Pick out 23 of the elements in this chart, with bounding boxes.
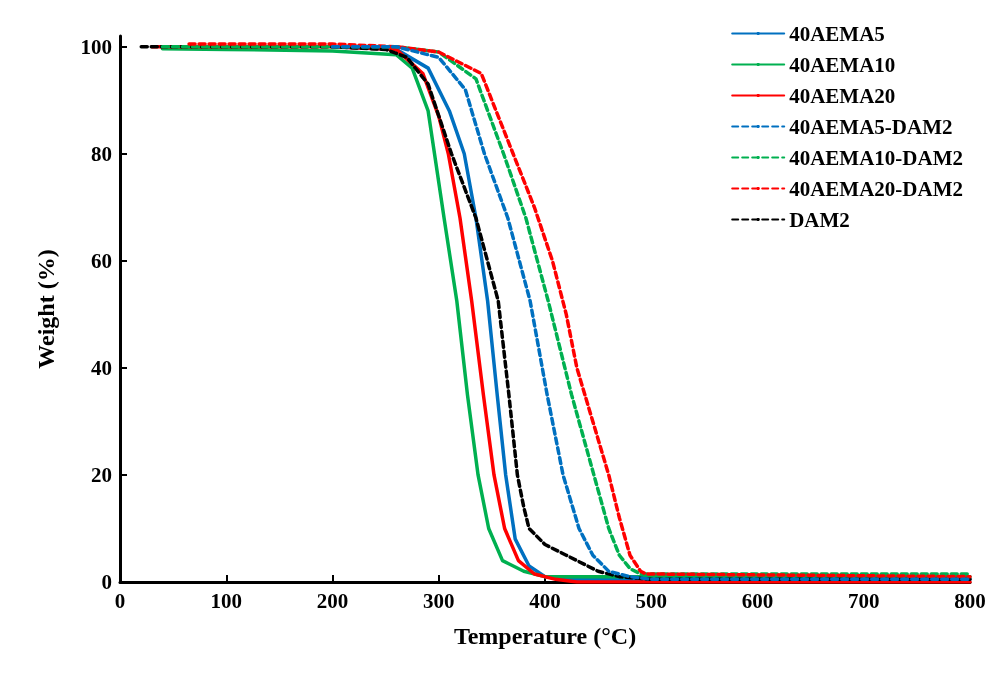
y-tick-label: 40 [91, 355, 112, 380]
legend-label: 40AEMA20-DAM2 [789, 176, 964, 201]
legend-label: 40AEMA5-DAM2 [789, 114, 953, 139]
y-tick-label: 100 [80, 34, 112, 59]
x-tick-label: 100 [210, 588, 242, 613]
x-tick-label: 800 [954, 588, 986, 613]
x-tick-label: 400 [529, 588, 561, 613]
legend-label: DAM2 [789, 207, 850, 232]
x-tick-label: 300 [423, 588, 455, 613]
x-tick-label: 500 [635, 588, 667, 613]
legend-label: 40AEMA10 [789, 52, 896, 77]
legend-label: 40AEMA20 [789, 83, 896, 108]
x-tick-label: 200 [316, 588, 349, 613]
x-tick-label: 700 [848, 588, 880, 613]
legend-label: 40AEMA10-DAM2 [789, 145, 964, 170]
y-tick-label: 20 [91, 462, 112, 487]
x-axis-title: Temperature (°C) [453, 623, 637, 649]
y-tick-label: 60 [91, 248, 112, 273]
y-tick-label: 0 [101, 570, 112, 594]
legend-label: 40AEMA5 [789, 21, 885, 46]
y-axis-title: Weight (%) [33, 249, 59, 369]
y-tick-label: 80 [91, 141, 112, 166]
x-tick-label: 600 [741, 588, 774, 613]
